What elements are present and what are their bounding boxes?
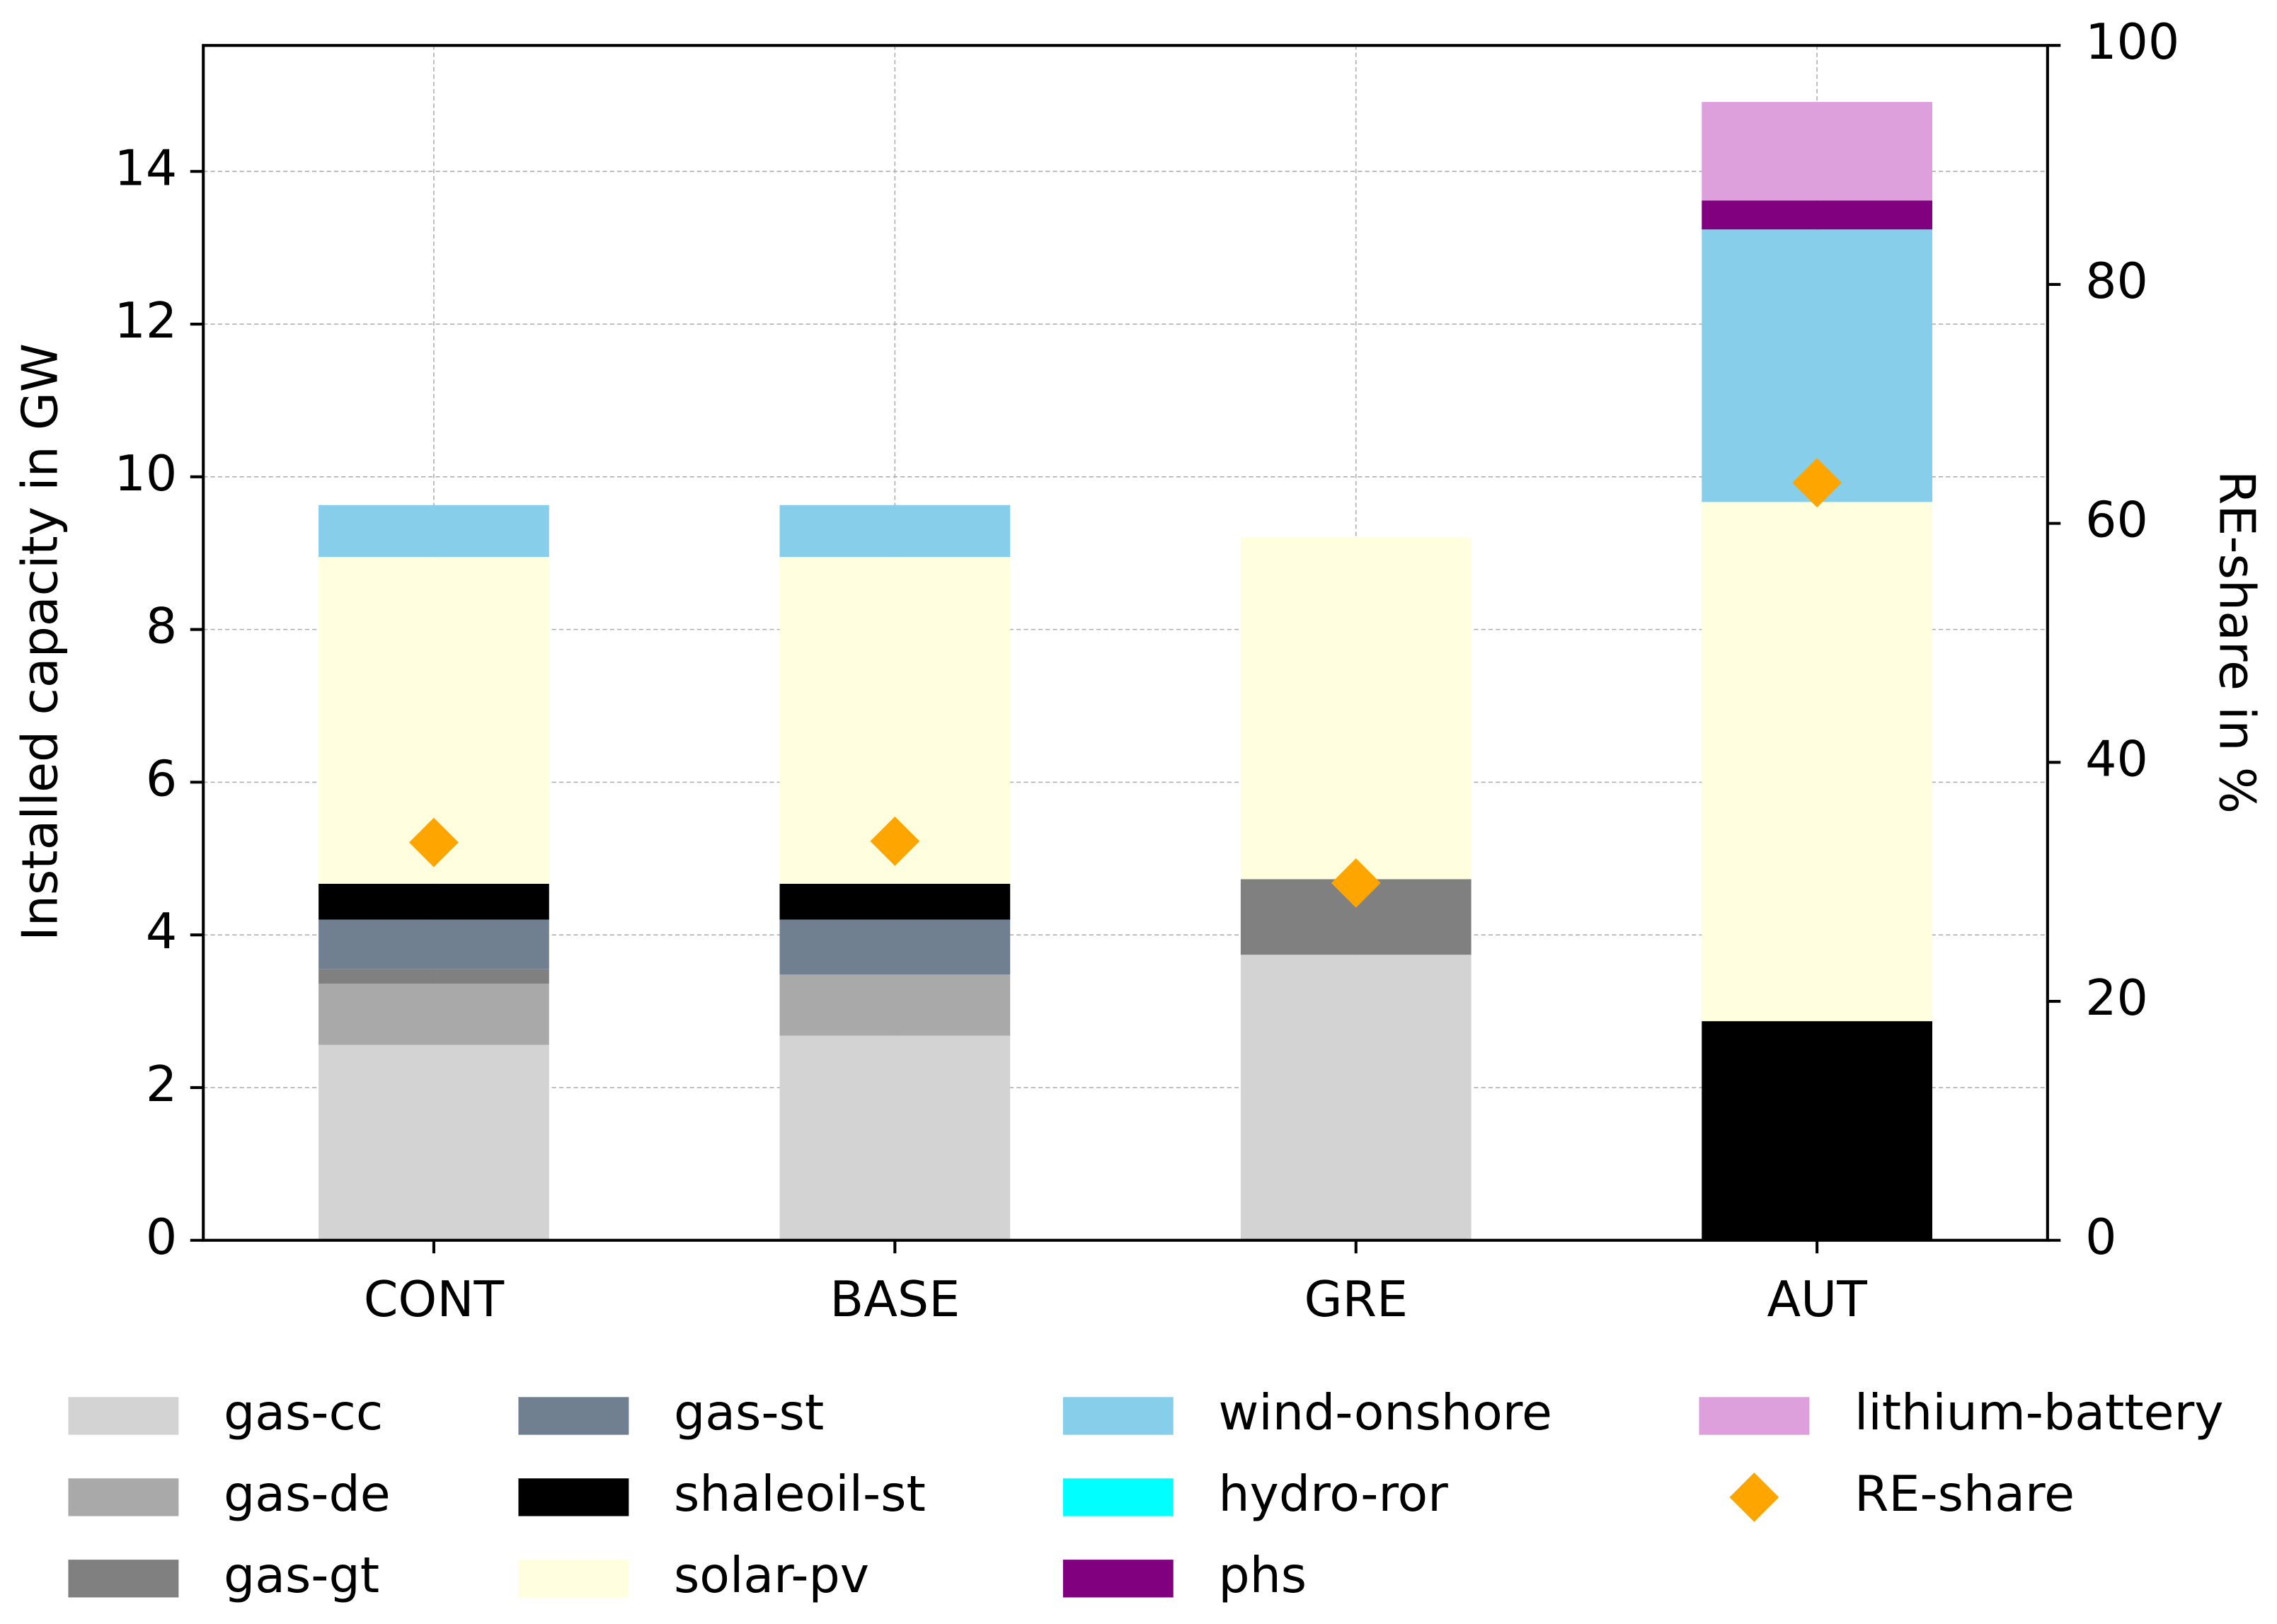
x-tick-label: BASE <box>830 1271 960 1328</box>
legend-swatch <box>1699 1397 1810 1435</box>
legend-label: lithium-battery <box>1854 1384 2224 1441</box>
legend-swatch <box>518 1397 629 1435</box>
bar-segment <box>1702 200 1932 230</box>
y-tick-label: 0 <box>146 1209 177 1266</box>
legend-swatch <box>518 1560 629 1598</box>
y-tick-label: 12 <box>115 292 178 350</box>
legend-swatch <box>68 1560 179 1598</box>
bar-segment <box>319 969 549 984</box>
bar-segment <box>779 883 1011 920</box>
re-share-marker <box>1792 458 1842 508</box>
bar-segment <box>779 1035 1011 1240</box>
y-tick-label: 14 <box>115 139 178 197</box>
bar-segment <box>1240 955 1472 1240</box>
y-tick-label: 10 <box>115 445 178 502</box>
y2-tick-label: 0 <box>2085 1209 2116 1266</box>
bar-segment <box>319 505 549 558</box>
legend-label: wind-onshore <box>1218 1384 1552 1441</box>
legend-swatch <box>68 1397 179 1435</box>
legend-label: solar-pv <box>674 1547 869 1604</box>
bar-segment <box>1702 502 1932 1022</box>
y-tick-label: 4 <box>146 903 177 960</box>
y2-axis-label: RE-share in % <box>2208 471 2265 814</box>
x-tick-label: CONT <box>364 1271 505 1328</box>
y-tick-label: 2 <box>146 1056 177 1113</box>
y2-tick-label: 60 <box>2085 492 2148 549</box>
y-tick-label: 8 <box>146 598 177 655</box>
bar-segment <box>1240 537 1472 880</box>
legend-label: RE-share <box>1854 1465 2075 1523</box>
bar-segment <box>779 505 1011 558</box>
y-axis-label: Installed capacity in GW <box>12 343 69 941</box>
bar-segment <box>1702 1021 1932 1240</box>
plot-frame <box>202 44 2049 1242</box>
legend-swatch <box>518 1478 629 1516</box>
re-share-marker <box>409 817 459 868</box>
legend-label: shaleoil-st <box>674 1465 926 1523</box>
legend-label: gas-st <box>674 1384 824 1441</box>
bar-segment <box>779 919 1011 975</box>
legend-marker <box>1729 1473 1779 1522</box>
bar-segment <box>319 919 549 969</box>
y2-tick-label: 40 <box>2085 730 2148 788</box>
y2-tick-label: 80 <box>2085 253 2148 310</box>
y2-tick-label: 100 <box>2085 13 2179 71</box>
x-tick-label: GRE <box>1304 1271 1408 1328</box>
legend-swatch <box>68 1478 179 1516</box>
bar-segment <box>319 883 549 920</box>
bar-segment <box>1702 229 1932 502</box>
x-tick-label: AUT <box>1767 1271 1867 1328</box>
legend-label: phs <box>1218 1547 1307 1604</box>
legend-label: gas-cc <box>224 1384 383 1441</box>
legend-swatch <box>1062 1397 1174 1435</box>
bar-segment <box>319 984 549 1045</box>
bar-segment <box>1702 102 1932 201</box>
legend-label: gas-gt <box>224 1547 379 1604</box>
legend-swatch <box>1062 1560 1174 1598</box>
y-tick-label: 6 <box>146 750 177 807</box>
bar-segment <box>779 974 1011 1036</box>
y2-tick-label: 20 <box>2085 969 2148 1027</box>
bar-segment <box>319 1044 549 1240</box>
legend-label: gas-de <box>224 1465 391 1523</box>
legend-label: hydro-ror <box>1218 1465 1448 1523</box>
legend-swatch <box>1062 1478 1174 1516</box>
